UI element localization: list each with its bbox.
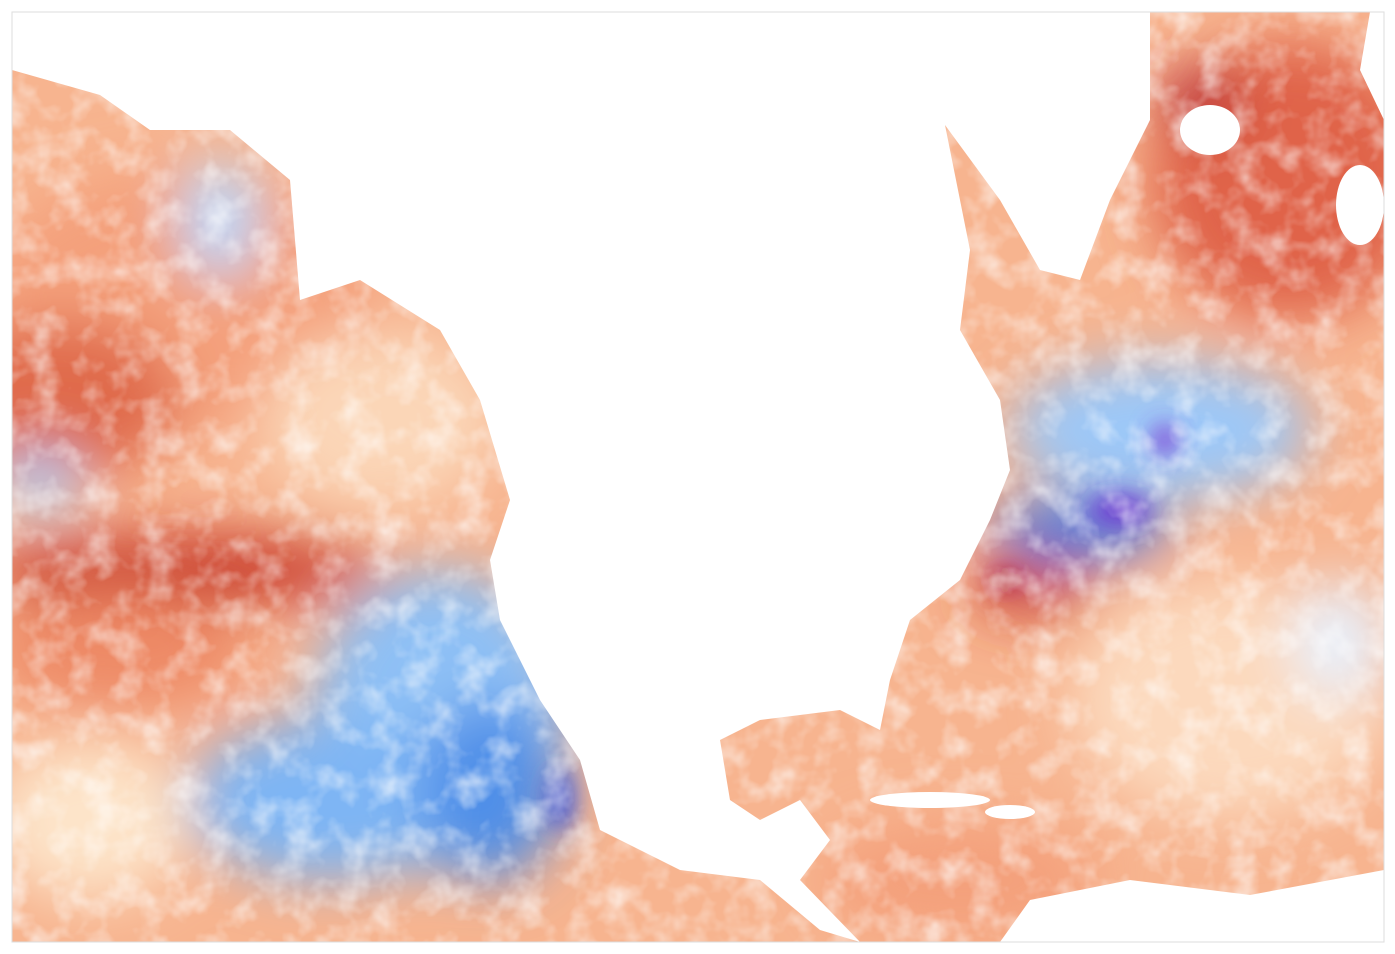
south-america (1000, 870, 1384, 942)
iceland (1180, 105, 1240, 155)
cuba (870, 792, 990, 808)
britain (1336, 165, 1384, 245)
land (12, 12, 1150, 942)
hispaniola (985, 805, 1035, 819)
ocean (12, 12, 1384, 942)
map-frame (11, 11, 1385, 943)
scandinavia (1360, 12, 1384, 120)
